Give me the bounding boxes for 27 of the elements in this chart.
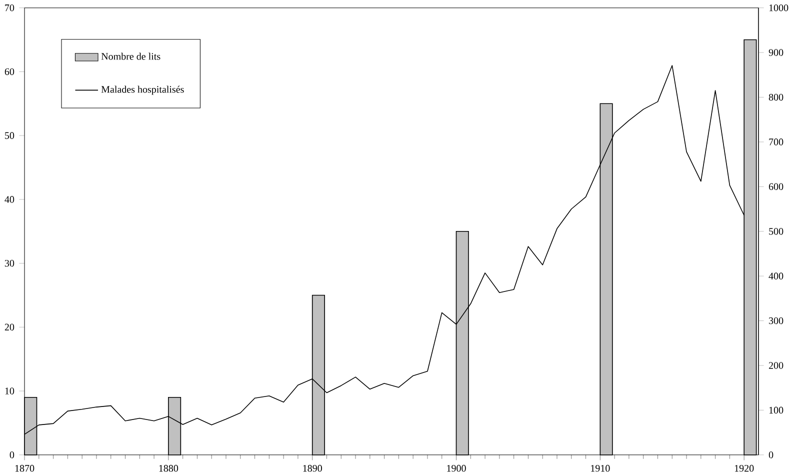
x-tick-label: 1900 <box>447 464 466 472</box>
y2-tick-label: 400 <box>768 272 784 280</box>
y-tick-label: 20 <box>4 324 14 330</box>
y-tick-label: 30 <box>4 260 14 267</box>
y2-tick-label: 100 <box>769 406 784 414</box>
y2-tick-label: 900 <box>768 49 784 56</box>
y-tick-label: 50 <box>5 132 14 139</box>
x-tick-label: 1870 <box>15 464 34 472</box>
y2-tick-label: 300 <box>769 317 784 324</box>
y-tick-label: 70 <box>5 4 14 12</box>
y2-tick-label: 700 <box>769 138 784 146</box>
y2-tick-label: 600 <box>768 183 784 190</box>
x-tick-label: 1910 <box>591 464 610 472</box>
x-tick-label: 1880 <box>159 464 178 472</box>
legend-label: Malades hospitalisés <box>101 86 184 95</box>
y-tick-label: 10 <box>5 388 14 394</box>
y-tick-label: 0 <box>10 451 14 458</box>
x-tick-label: 1890 <box>303 464 322 472</box>
y2-tick-label: 500 <box>769 228 784 235</box>
legend-label: Nombre de lits <box>101 52 160 60</box>
x-tick-label: 1920 <box>734 464 754 472</box>
y-tick-label: 40 <box>4 196 14 203</box>
y-tick-label: 60 <box>4 68 14 76</box>
y2-tick-label: 0 <box>768 451 774 458</box>
y2-tick-label: 800 <box>768 94 784 101</box>
y2-tick-label: 200 <box>768 362 784 369</box>
y2-tick-label: 1000 <box>769 4 788 12</box>
